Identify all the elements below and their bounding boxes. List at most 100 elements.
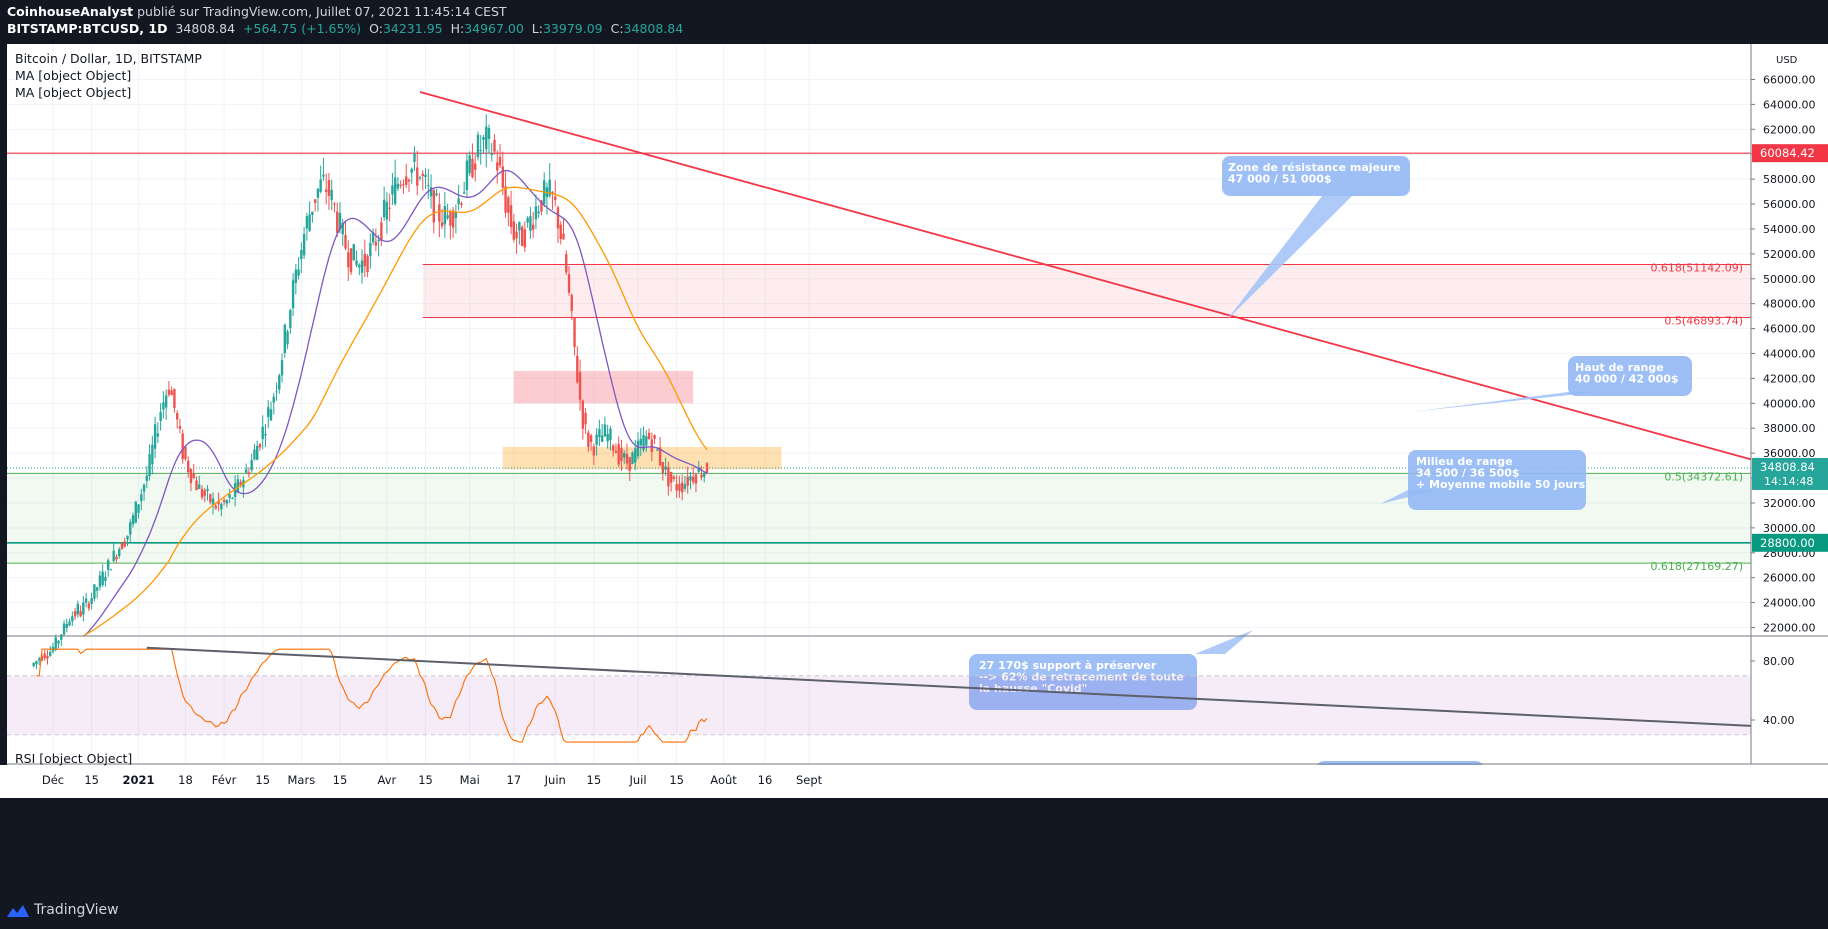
- candle-body: [611, 445, 615, 451]
- currency-label: USD: [1776, 55, 1798, 66]
- tradingview-logo-icon[interactable]: [6, 903, 30, 919]
- candle-body: [294, 269, 298, 283]
- candle-body: [112, 550, 115, 562]
- candle-body: [507, 197, 510, 213]
- candle-body: [531, 224, 535, 230]
- candle-body: [272, 396, 275, 403]
- candle-body: [576, 355, 579, 383]
- candle-body: [435, 193, 438, 196]
- candle-body: [220, 503, 223, 510]
- candle-body: [562, 233, 565, 240]
- candle-body: [302, 234, 306, 256]
- chart-container[interactable]: 0.618(51142.09) 0.5(46893.74) 0.5(34372.61…: [0, 44, 1828, 918]
- time-tick-label: 17: [507, 773, 522, 787]
- candle-body: [440, 222, 444, 227]
- price-tick-label: 38000.00: [1763, 422, 1816, 435]
- candles: [32, 114, 709, 670]
- candle-body: [534, 206, 538, 220]
- candle-body: [84, 598, 88, 603]
- candle-body: [680, 482, 684, 493]
- candle-body: [703, 472, 706, 477]
- candle-body: [650, 439, 654, 452]
- candle-body: [476, 134, 480, 158]
- candle-body: [62, 623, 66, 635]
- candle-body: [297, 269, 300, 276]
- candle-body: [462, 192, 466, 194]
- candle-body: [324, 189, 328, 192]
- candle-body: [678, 483, 681, 491]
- candle-body: [427, 185, 430, 187]
- candle-body: [162, 402, 165, 410]
- price-tick-label: 26000.00: [1763, 572, 1816, 585]
- author-name[interactable]: CoinhouseAnalyst: [7, 4, 134, 19]
- candle-body: [261, 426, 264, 440]
- candle-body: [697, 467, 700, 472]
- candle-body: [617, 444, 620, 465]
- candle-body: [217, 500, 220, 505]
- candle-body: [443, 205, 447, 225]
- candle-body: [664, 466, 667, 470]
- candle-body: [195, 480, 198, 491]
- symbol-label[interactable]: BITSTAMP:BTCUSD, 1D: [7, 21, 168, 36]
- candle-body: [57, 640, 60, 644]
- callout-text: Zone de résistance majeure: [1228, 161, 1401, 174]
- publication-info: publié sur TradingView.com, Juillet 07, …: [133, 4, 507, 19]
- price-chart-svg[interactable]: 0.618(51142.09) 0.5(46893.74) 0.5(34372.61…: [0, 44, 1828, 918]
- legend-ma1: MA [object Object]: [15, 68, 131, 83]
- time-tick-label: Avr: [378, 773, 397, 787]
- price-tick-label: 66000.00: [1763, 74, 1816, 87]
- last-price-tag: [1752, 457, 1828, 490]
- rsi-trendline: [146, 646, 1752, 727]
- axes: 40.0080.0022000.0024000.0026000.0028000.…: [0, 44, 1828, 918]
- candle-body: [603, 424, 607, 437]
- candle-body: [658, 447, 662, 466]
- candle-body: [175, 412, 179, 420]
- candle-body: [189, 469, 193, 484]
- candle-body: [487, 128, 491, 139]
- candle-body: [247, 472, 251, 475]
- candle-body: [645, 436, 648, 446]
- footer-brand[interactable]: TradingView: [34, 902, 119, 918]
- candle-body: [523, 229, 527, 248]
- candle-body: [187, 460, 190, 473]
- bottom-frame: [0, 798, 1828, 918]
- candle-body: [286, 331, 289, 345]
- candle-body: [518, 222, 521, 231]
- callout-text: Milieu de range: [1416, 455, 1513, 468]
- candle-body: [360, 260, 364, 273]
- candle-body: [264, 433, 267, 436]
- candle-body: [548, 179, 551, 196]
- candle-body: [647, 432, 651, 439]
- price-tag-label: 28800.00: [1760, 536, 1815, 550]
- candle-body: [537, 211, 540, 214]
- candle-body: [330, 189, 333, 200]
- price-tick-label: 62000.00: [1763, 123, 1816, 136]
- candle-body: [642, 435, 645, 451]
- candle-body: [305, 216, 309, 229]
- candle-body: [65, 623, 68, 628]
- candle-body: [589, 435, 593, 442]
- candle-body: [167, 389, 171, 395]
- candle-body: [407, 179, 411, 182]
- callout-box: [1568, 356, 1692, 396]
- candle-body: [275, 391, 278, 393]
- candle-body: [313, 199, 317, 203]
- moving-average-line: [83, 169, 708, 637]
- candle-body: [137, 504, 140, 513]
- candle-body: [289, 310, 292, 328]
- price-tick-label: 48000.00: [1763, 298, 1816, 311]
- candle-body: [79, 610, 82, 617]
- candle-body: [178, 426, 182, 429]
- candle-body: [451, 210, 455, 228]
- candle-body: [280, 360, 284, 376]
- candle-body: [336, 211, 339, 233]
- candle-body: [631, 452, 634, 464]
- candle-body: [222, 499, 226, 503]
- time-tick-label: Juil: [628, 773, 646, 787]
- candle-body: [209, 494, 212, 503]
- candle-body: [584, 412, 587, 425]
- price-change: +564.75 (+1.65%): [243, 21, 362, 36]
- candle-body: [592, 446, 596, 456]
- candle-body: [374, 241, 378, 246]
- candle-body: [382, 199, 386, 218]
